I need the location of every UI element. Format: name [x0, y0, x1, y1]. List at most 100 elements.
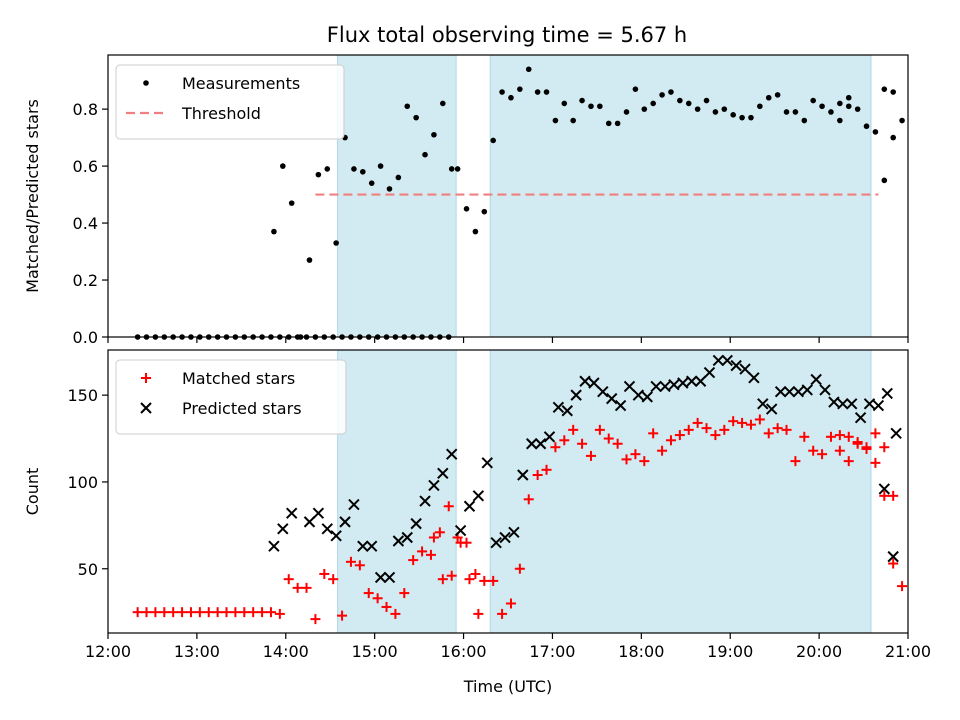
data-point-predicted-stars — [330, 530, 342, 542]
x-marker-b — [472, 490, 485, 502]
data-point-predicted-stars — [348, 498, 360, 511]
x-marker-b — [614, 399, 627, 412]
top-panel: 0.0 0.2 0.4 0.6 0.8 Matched/Predicted stars Me… — [23, 54, 909, 347]
x-marker-b — [872, 399, 885, 412]
data-point-measurements — [440, 100, 446, 107]
y-tick-label: 0.2 — [73, 271, 98, 290]
data-point-matched-stars — [639, 456, 650, 467]
data-point-measurements — [288, 200, 295, 206]
x-marker-b — [365, 540, 378, 552]
data-point-matched-stars — [559, 435, 570, 446]
data-point-predicted-stars — [757, 398, 769, 410]
data-point-matched-stars — [194, 607, 205, 618]
x-marker-b — [410, 517, 422, 530]
x-marker-b — [845, 398, 858, 410]
data-point-matched-stars — [428, 532, 439, 543]
data-point-predicted-stars — [339, 516, 351, 528]
y-tick-label: 100 — [67, 473, 98, 492]
data-point-measurements — [641, 106, 648, 112]
data-point-predicted-stars — [419, 495, 431, 507]
x-marker-b — [357, 540, 369, 552]
data-point-predicted-stars — [703, 366, 716, 379]
data-point-measurements — [280, 163, 286, 169]
data-point-predicted-stars — [392, 535, 405, 547]
data-point-matched-stars — [399, 588, 410, 599]
data-point-measurements — [819, 103, 825, 110]
data-point-measurements — [774, 92, 781, 98]
data-point-predicted-stars — [357, 540, 369, 552]
data-point-measurements — [570, 117, 576, 124]
data-point-measurements — [404, 103, 411, 110]
data-point-predicted-stars — [872, 399, 885, 412]
data-point-measurements — [703, 97, 710, 104]
data-point-matched-stars — [577, 438, 588, 449]
data-point-matched-stars — [221, 607, 232, 618]
x-marker-b — [597, 385, 609, 398]
data-point-predicted-stars — [863, 398, 876, 410]
data-point-matched-stars — [345, 556, 356, 567]
x-marker-b — [570, 389, 582, 401]
data-point-matched-stars — [464, 574, 475, 585]
data-point-matched-stars — [861, 442, 872, 453]
data-point-matched-stars — [754, 414, 765, 425]
data-point-matched-stars — [692, 417, 703, 428]
x-marker-b — [685, 375, 698, 387]
data-point-matched-stars — [505, 598, 516, 609]
data-point-predicted-stars — [268, 540, 280, 552]
data-point-measurements — [863, 123, 870, 130]
data-point-matched-stars — [337, 610, 348, 621]
data-point-matched-stars — [301, 582, 312, 593]
data-point-measurements — [668, 89, 674, 95]
y-axis-label: Matched/Predicted stars — [23, 99, 42, 293]
data-point-predicted-stars — [517, 469, 529, 481]
data-point-predicted-stars — [685, 375, 698, 387]
data-point-matched-stars — [177, 607, 188, 618]
x-marker-b — [525, 438, 538, 450]
data-point-predicted-stars — [437, 467, 449, 479]
data-point-measurements — [739, 114, 745, 121]
data-point-measurements — [306, 257, 313, 263]
data-point-matched-stars — [701, 423, 712, 434]
data-point-matched-stars — [674, 430, 685, 441]
data-point-predicted-stars — [383, 571, 396, 584]
data-point-matched-stars — [132, 607, 143, 618]
x-marker-b — [605, 392, 618, 405]
data-point-predicted-stars — [765, 403, 778, 415]
data-point-predicted-stars — [887, 550, 899, 563]
data-point-measurements — [694, 106, 701, 112]
data-point-matched-stars — [168, 607, 179, 618]
data-point-measurements — [650, 100, 656, 107]
data-point-measurements — [324, 166, 331, 172]
data-point-predicted-stars — [428, 479, 440, 492]
x-marker-b — [392, 535, 405, 547]
x-marker-b — [659, 380, 671, 393]
data-point-matched-stars — [745, 419, 756, 430]
x-marker-b — [579, 375, 591, 387]
data-point-matched-stars — [630, 449, 641, 460]
data-point-matched-stars — [248, 607, 259, 618]
y-tick-label: 0.0 — [73, 328, 98, 347]
data-point-matched-stars — [808, 445, 819, 456]
data-point-predicted-stars — [365, 540, 378, 552]
x-marker-b — [481, 457, 493, 469]
data-point-predicted-stars — [828, 396, 840, 408]
data-point-predicted-stars — [614, 399, 627, 412]
data-point-matched-stars — [772, 423, 783, 434]
x-marker-b — [374, 571, 387, 584]
data-point-matched-stars — [621, 454, 632, 465]
data-point-matched-stars — [541, 464, 552, 475]
x-marker-b — [641, 391, 653, 403]
x-tick-label: 16:00 — [441, 642, 487, 661]
data-point-matched-stars — [363, 588, 374, 599]
data-point-matched-stars — [417, 546, 428, 557]
data-point-measurements — [386, 186, 393, 192]
data-point-predicted-stars — [659, 380, 671, 393]
data-point-predicted-stars — [878, 483, 891, 495]
data-point-matched-stars — [470, 568, 481, 579]
x-marker-b — [561, 405, 573, 417]
data-point-matched-stars — [790, 456, 801, 467]
data-point-measurements — [614, 120, 621, 127]
data-point-matched-stars — [728, 416, 739, 427]
x-marker-b — [268, 540, 280, 552]
x-marker-b — [887, 550, 899, 563]
